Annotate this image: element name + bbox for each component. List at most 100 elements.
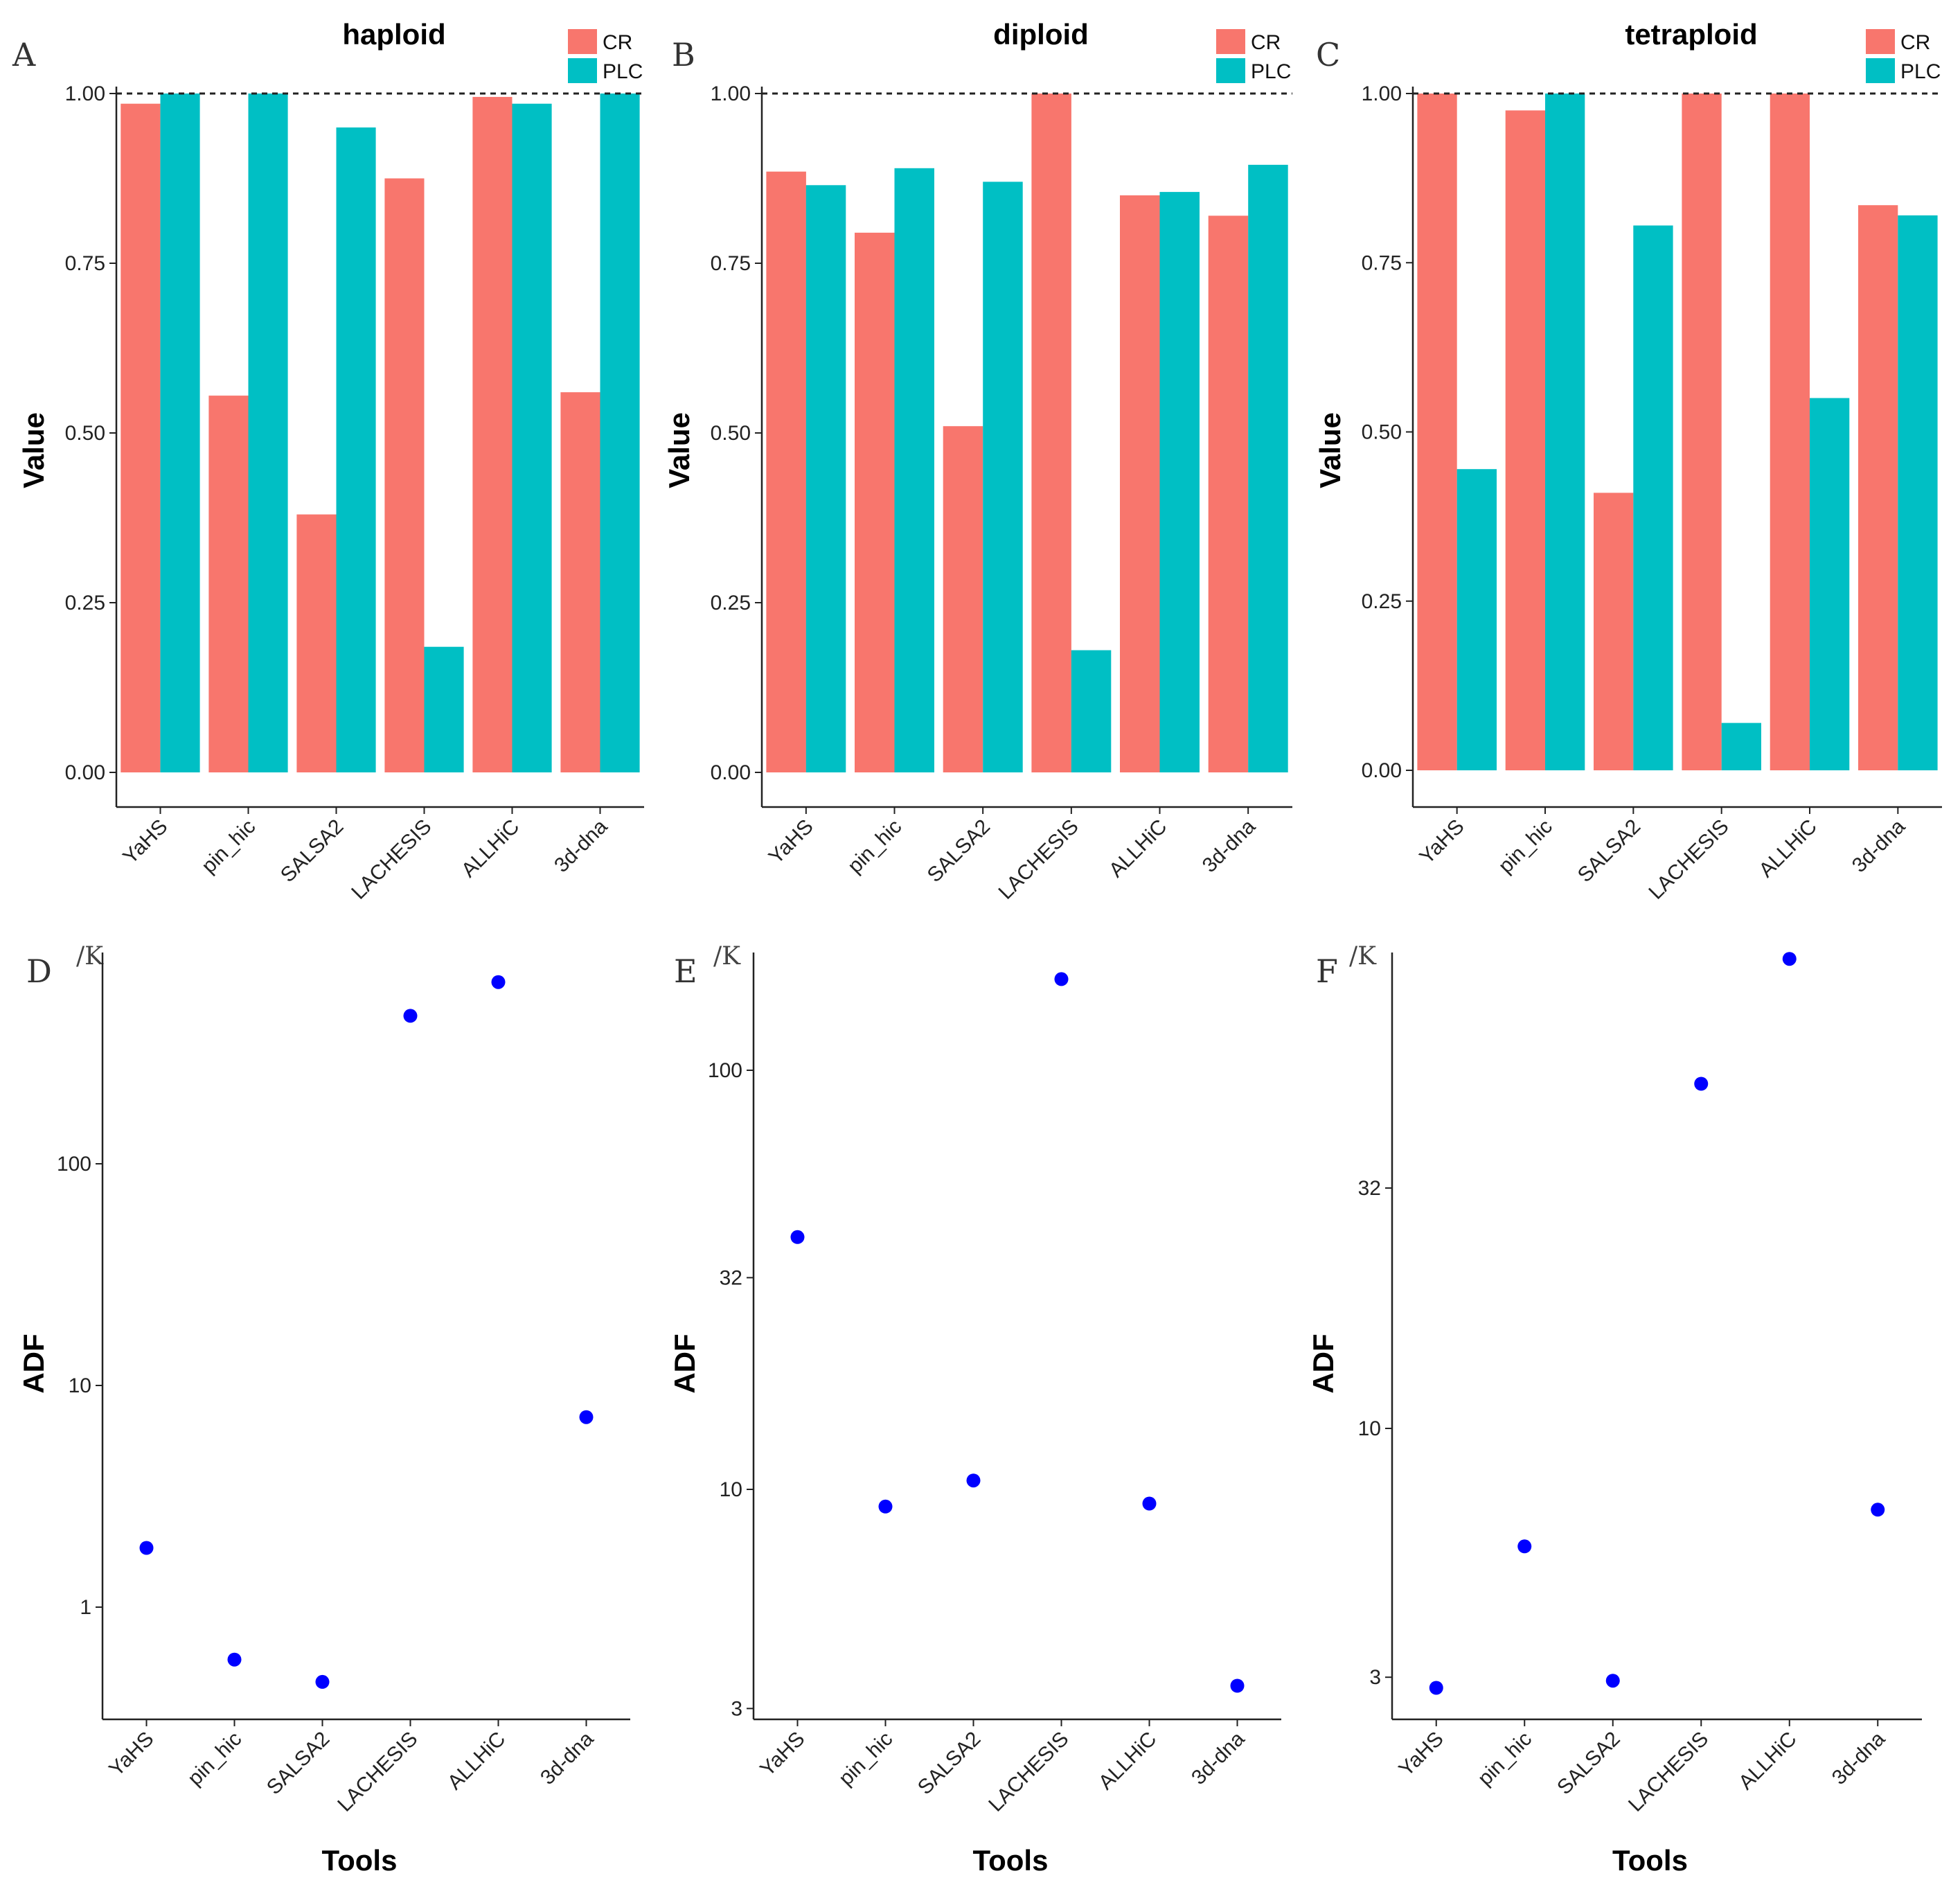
- y-tick-label: 32: [1358, 1177, 1381, 1200]
- bar-cr-yahs: [766, 171, 806, 772]
- point-pin_hic: [227, 1652, 242, 1667]
- legend-swatch-cr: [1216, 29, 1245, 54]
- point-allhic: [1782, 952, 1797, 966]
- y-axis-title: Value: [1314, 412, 1346, 488]
- x-tick-label: 3d-dna: [1828, 1727, 1890, 1789]
- x-tick-label: YaHS: [105, 1728, 158, 1781]
- chart-title: diploid: [993, 18, 1089, 51]
- unit-label: /K: [1349, 942, 1377, 971]
- x-tick-label: LACHESIS: [1644, 815, 1733, 904]
- y-tick-label: 10: [1358, 1417, 1381, 1440]
- y-tick-label: 0.25: [65, 592, 105, 614]
- bar-plc-yahs: [805, 185, 846, 772]
- bar-cr-yahs: [121, 103, 161, 772]
- bar-cr-pin_hic: [1505, 110, 1545, 770]
- x-tick-label: 3d-dna: [536, 1727, 598, 1789]
- x-tick-label: SALSA2: [276, 815, 348, 887]
- bar-plc-salsa2: [1633, 225, 1673, 770]
- y-tick-label: 0.00: [65, 761, 105, 784]
- x-tick-label: pin_hic: [1494, 815, 1557, 878]
- bar-plc-allhic: [512, 103, 552, 772]
- point-lachesis: [1054, 972, 1069, 986]
- y-tick-label: 1.00: [65, 82, 105, 105]
- x-tick-label: 3d-dna: [550, 815, 612, 877]
- chart-title: haploid: [342, 18, 445, 51]
- y-tick-label: 100: [57, 1153, 91, 1176]
- y-axis-title: ADF: [17, 1334, 50, 1393]
- y-axis-title: ADF: [668, 1334, 701, 1393]
- y-tick-label: 0.00: [711, 761, 751, 784]
- point-yahs: [790, 1230, 805, 1244]
- y-tick-label: 0.75: [65, 252, 105, 275]
- x-tick-label: ALLHiC: [1755, 815, 1821, 882]
- point-pin_hic: [1517, 1539, 1532, 1554]
- bar-cr-pin_hic: [208, 396, 249, 772]
- x-tick-label: pin_hic: [844, 815, 907, 878]
- x-tick-label: YaHS: [756, 1728, 809, 1781]
- bar-cr-allhic: [1120, 195, 1160, 772]
- y-tick-label: 10: [720, 1478, 742, 1501]
- bar-plc-salsa2: [983, 181, 1023, 772]
- x-tick-label: LACHESIS: [347, 815, 436, 904]
- bar-plc-pin_hic: [1545, 94, 1585, 770]
- x-tick-label: YaHS: [1415, 815, 1468, 869]
- y-tick-label: 100: [708, 1059, 742, 1082]
- x-tick-label: LACHESIS: [984, 1728, 1073, 1816]
- x-tick-label: 3d-dna: [1848, 815, 1910, 877]
- bar-cr-3d-dna: [1858, 205, 1898, 770]
- x-tick-label: pin_hic: [197, 815, 260, 878]
- legend-label-plc: PLC: [1900, 60, 1941, 83]
- bar-cr-salsa2: [296, 514, 337, 772]
- bar-cr-3d-dna: [1208, 215, 1249, 772]
- panel-letter: D: [26, 953, 52, 990]
- x-tick-label: SALSA2: [923, 815, 995, 887]
- x-tick-label: pin_hic: [1474, 1728, 1537, 1791]
- x-tick-label: pin_hic: [835, 1728, 898, 1791]
- y-tick-label: 0.25: [711, 592, 751, 614]
- y-tick-label: 0.25: [1362, 590, 1402, 613]
- x-tick-label: ALLHiC: [1105, 815, 1171, 882]
- bar-plc-lachesis: [424, 646, 464, 772]
- x-tick-label: SALSA2: [914, 1728, 986, 1800]
- bar-cr-lachesis: [384, 178, 425, 772]
- point-allhic: [1142, 1496, 1157, 1511]
- point-3d-dna: [579, 1410, 594, 1424]
- y-tick-label: 0.50: [1362, 421, 1402, 444]
- y-tick-label: 0.00: [1362, 759, 1402, 782]
- y-tick-label: 10: [69, 1374, 91, 1397]
- bar-plc-3d-dna: [600, 94, 640, 772]
- bar-cr-salsa2: [1594, 493, 1634, 770]
- point-yahs: [1429, 1681, 1443, 1695]
- bar-cr-yahs: [1417, 94, 1457, 770]
- x-tick-label: 3d-dna: [1187, 1727, 1249, 1789]
- y-tick-label: 0.75: [711, 252, 751, 275]
- point-salsa2: [315, 1674, 330, 1689]
- bar-plc-yahs: [160, 94, 200, 772]
- y-axis-title: Value: [663, 412, 695, 488]
- legend-label-cr: CR: [603, 31, 632, 54]
- bar-cr-salsa2: [943, 426, 983, 772]
- panel-letter: C: [1316, 36, 1340, 73]
- panel-f: F/K 3 10 32 YaHS pin_hic SALSA2 LACHESIS ALLHiC 3…: [1307, 942, 1922, 1877]
- bar-plc-pin_hic: [248, 94, 288, 772]
- x-tick-label: YaHS: [765, 815, 818, 869]
- x-tick-label: 3d-dna: [1198, 815, 1260, 877]
- legend-label-plc: PLC: [1251, 60, 1291, 83]
- point-pin_hic: [878, 1499, 893, 1514]
- y-tick-label: 32: [720, 1266, 742, 1289]
- bar-cr-allhic: [1770, 94, 1810, 770]
- legend-swatch-plc: [1216, 58, 1245, 83]
- panel-letter: F: [1316, 953, 1338, 990]
- legend-swatch-cr: [1866, 29, 1895, 54]
- point-3d-dna: [1871, 1503, 1885, 1517]
- panel-letter: B: [672, 36, 695, 73]
- y-tick-label: 0.50: [65, 422, 105, 445]
- x-tick-label: ALLHiC: [1734, 1728, 1801, 1794]
- unit-label: /K: [713, 942, 741, 971]
- x-axis-title: Tools: [1612, 1844, 1688, 1877]
- point-yahs: [139, 1541, 154, 1555]
